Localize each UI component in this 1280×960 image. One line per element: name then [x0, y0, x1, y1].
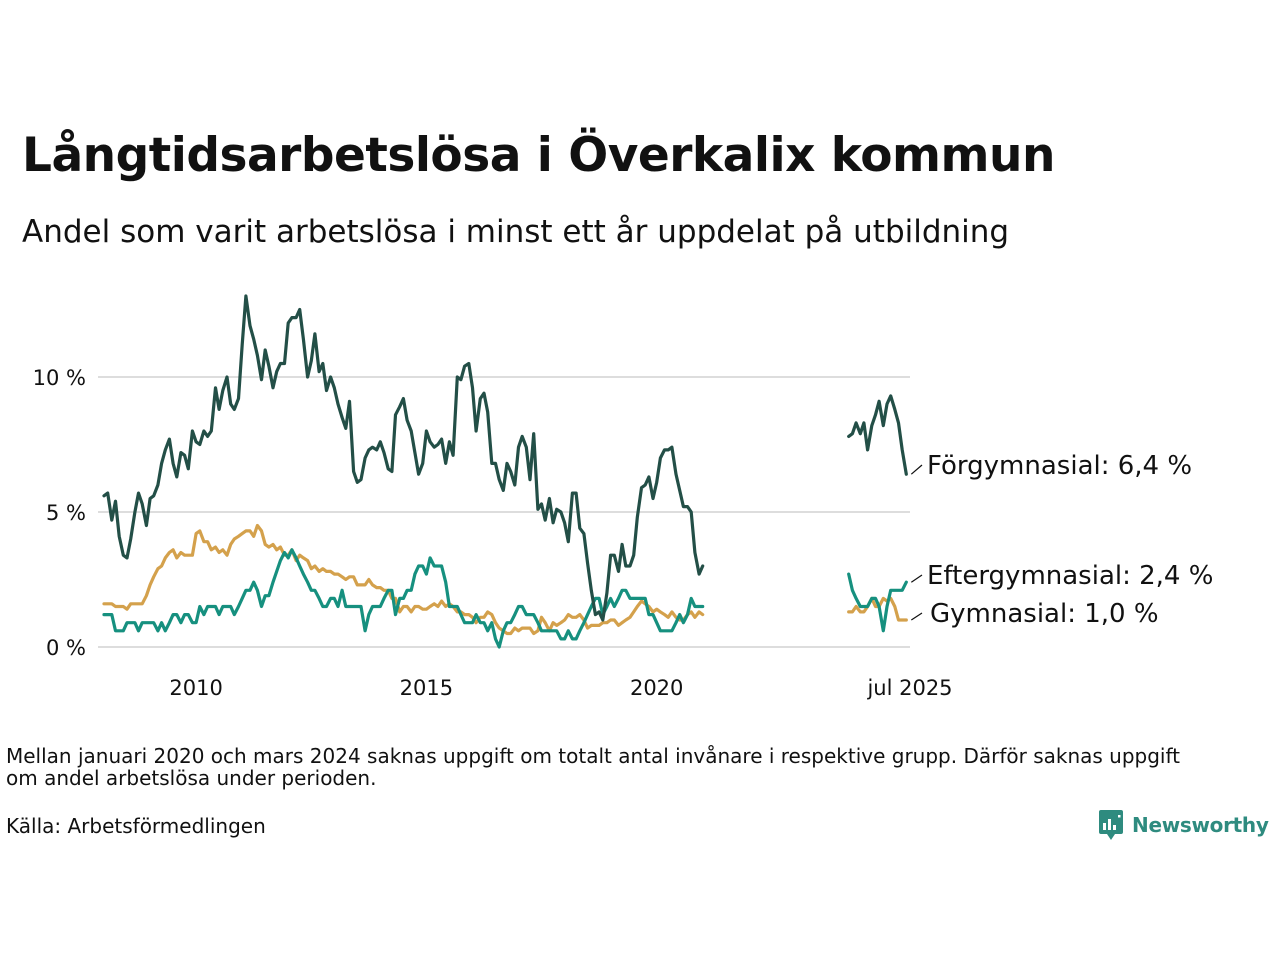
y-tick-label: 10 % [33, 366, 86, 390]
footnote: Mellan januari 2020 och mars 2024 saknas… [6, 744, 1181, 790]
y-tick-label: 0 % [46, 636, 86, 660]
series-line-gymnasial [102, 523, 705, 636]
end-label-leader [910, 464, 923, 475]
end-label-eftergymnasial: Eftergymnasial: 2,4 % [927, 561, 1213, 591]
series-line-förgymnasial [847, 394, 908, 476]
series-line-gymnasial [847, 596, 908, 622]
x-tick-label: 2015 [400, 676, 453, 700]
x-tick-label: jul 2025 [866, 676, 952, 700]
source-note: Källa: Arbetsförmedlingen [6, 814, 266, 838]
bar-chart-logo-icon [1099, 810, 1123, 840]
end-label-gymnasial: Gymnasial: 1,0 % [930, 599, 1159, 629]
x-tick-label: 2010 [169, 676, 222, 700]
chart-subtitle: Andel som varit arbetslösa i minst ett å… [22, 214, 1010, 250]
end-labels: Förgymnasial: 6,4 % Eftergymnasial: 2,4 %… [910, 451, 1213, 629]
x-tick-label: 2020 [630, 676, 683, 700]
chart-title: Långtidsarbetslösa i Överkalix kommun [22, 128, 1055, 183]
series-line-förgymnasial [102, 294, 705, 622]
brand-name: Newsworthy [1132, 813, 1269, 837]
end-label-förgymnasial: Förgymnasial: 6,4 % [927, 451, 1192, 481]
end-label-leader [910, 574, 923, 583]
series-line-eftergymnasial [847, 572, 908, 633]
brand-logo: Newsworthy [1098, 808, 1269, 842]
end-label-leader [910, 612, 923, 621]
y-tick-label: 5 % [46, 501, 86, 525]
line-chart: 0 % 5 % 10 % 2010 2015 2020 jul 2025 Förgymnas… [33, 294, 1213, 700]
grid: 0 % 5 % 10 % 2010 2015 2020 jul 2025 [33, 366, 953, 700]
series-lines [102, 294, 908, 649]
series-line-eftergymnasial [102, 548, 705, 649]
